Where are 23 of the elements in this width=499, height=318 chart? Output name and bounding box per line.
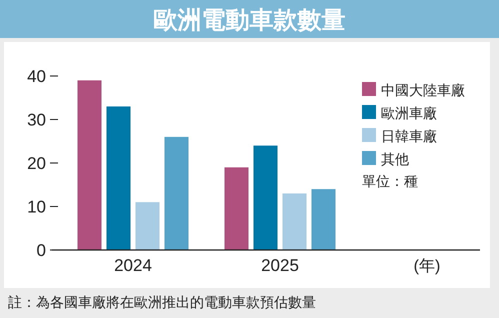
y-tick-label: 0 xyxy=(36,241,46,260)
bar xyxy=(254,146,278,250)
bar xyxy=(164,136,188,250)
x-tick-label: 2025 xyxy=(261,256,299,275)
legend-label: 其他 xyxy=(381,151,409,167)
x-axis-title: (年) xyxy=(414,258,440,275)
bar xyxy=(312,189,336,250)
y-tick-label: 20 xyxy=(27,154,46,173)
y-tick-label: 30 xyxy=(27,110,46,130)
bar xyxy=(78,80,102,250)
text: 單位：種 xyxy=(362,173,418,189)
x-tick-label: 2024 xyxy=(114,256,152,275)
title: 歐洲電動車款數量 xyxy=(154,7,346,34)
bar xyxy=(136,202,160,250)
legend-label: 日韓車廠 xyxy=(381,128,437,144)
bar xyxy=(224,167,248,250)
y-tick-label: 40 xyxy=(27,67,46,86)
text: 註：為各國車廠將在歐洲推出的電動車款預估數量 xyxy=(8,294,316,310)
legend-label: 中國大陸車廠 xyxy=(381,82,465,98)
bar xyxy=(282,193,306,250)
y-tick-label: 10 xyxy=(27,198,46,216)
legend-label: 歐洲車廠 xyxy=(381,105,437,121)
bar xyxy=(106,106,130,250)
